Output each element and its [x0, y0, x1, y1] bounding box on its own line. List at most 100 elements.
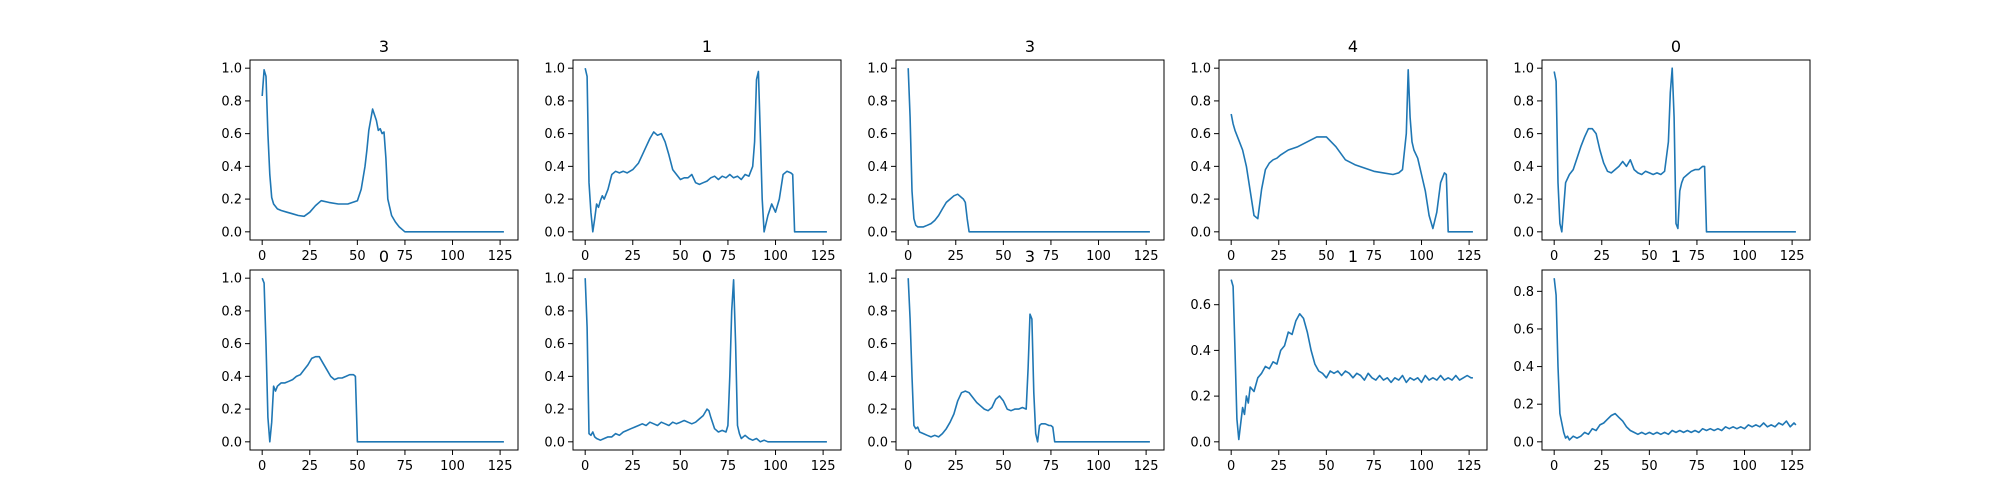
y-tick-label: 0.6	[221, 127, 242, 142]
y-tick-label: 0.0	[544, 435, 565, 450]
x-tick-label: 100	[1086, 459, 1111, 474]
y-tick-label: 0.6	[1513, 322, 1534, 337]
x-tick-label: 75	[720, 459, 737, 474]
y-tick-label: 1.0	[1190, 62, 1211, 77]
y-tick-label: 0.0	[221, 435, 242, 450]
x-tick-label: 50	[349, 459, 366, 474]
subplot-title: 1	[1348, 247, 1358, 266]
x-tick-label: 50	[1318, 249, 1335, 264]
x-tick-label: 100	[1409, 249, 1434, 264]
subplot-6: 0 0.0 0.2 0.4 0.6 0.8 1.0 0 25 50 75 100 125	[544, 247, 842, 474]
x-tick-label: 25	[1593, 459, 1610, 474]
y-tick-label: 0.6	[1513, 127, 1534, 142]
x-tick-label: 100	[440, 459, 465, 474]
subplot-9: 1 0.0 0.2 0.4 0.6 0.8 0 25 50 75 100 125	[1513, 247, 1811, 474]
subplot-title: 4	[1348, 37, 1358, 56]
y-tick-label: 1.0	[221, 62, 242, 77]
y-tick-label: 0.2	[867, 403, 888, 418]
y-tick-label: 0.0	[1190, 435, 1211, 450]
x-tick-label: 75	[1689, 459, 1706, 474]
subplot-title: 3	[379, 37, 389, 56]
subplot-3: 4 0.0 0.2 0.4 0.6 0.8 1.0 0 25 50 75 100 125	[1190, 37, 1488, 264]
x-tick-label: 125	[1457, 459, 1482, 474]
axes-frame	[1541, 59, 1811, 241]
x-tick-label: 25	[301, 249, 318, 264]
subplot-title: 3	[1025, 247, 1035, 266]
y-tick-label: 0.0	[867, 225, 888, 240]
axes-frame	[249, 269, 519, 451]
series-line	[907, 278, 1150, 443]
x-tick-label: 0	[1227, 249, 1235, 264]
x-tick-label: 125	[1457, 249, 1482, 264]
y-tick-label: 0.2	[867, 193, 888, 208]
y-tick-label: 0.0	[1513, 225, 1534, 240]
series-line	[584, 68, 827, 233]
y-tick-label: 0.6	[867, 127, 888, 142]
x-tick-label: 100	[440, 249, 465, 264]
y-tick-label: 0.2	[544, 193, 565, 208]
x-tick-label: 50	[995, 459, 1012, 474]
subplot-2: 3 0.0 0.2 0.4 0.6 0.8 1.0 0 25 50 75 100 125	[867, 37, 1165, 264]
axes-frame	[1218, 269, 1488, 451]
y-tick-label: 0.4	[867, 370, 888, 385]
y-tick-label: 0.2	[221, 193, 242, 208]
x-tick-label: 125	[811, 249, 836, 264]
x-tick-label: 25	[624, 459, 641, 474]
axes-frame	[1541, 269, 1811, 451]
subplot-title: 1	[1671, 247, 1681, 266]
x-tick-label: 0	[1550, 459, 1558, 474]
x-tick-label: 125	[1134, 459, 1159, 474]
y-tick-label: 0.4	[1513, 360, 1534, 375]
x-tick-label: 50	[349, 249, 366, 264]
x-tick-label: 75	[397, 249, 414, 264]
y-tick-label: 0.0	[1513, 435, 1534, 450]
x-tick-label: 25	[1593, 249, 1610, 264]
y-tick-label: 0.4	[1190, 160, 1211, 175]
x-tick-label: 100	[763, 249, 788, 264]
subplot-7: 3 0.0 0.2 0.4 0.6 0.8 1.0 0 25 50 75 100 125	[867, 247, 1165, 474]
x-tick-label: 0	[581, 459, 589, 474]
y-tick-label: 1.0	[867, 272, 888, 287]
y-tick-label: 0.4	[867, 160, 888, 175]
series-line	[1230, 279, 1473, 441]
x-tick-label: 25	[301, 459, 318, 474]
x-tick-label: 0	[1550, 249, 1558, 264]
axes-frame	[572, 59, 842, 241]
y-tick-label: 0.4	[221, 370, 242, 385]
x-tick-label: 75	[1689, 249, 1706, 264]
y-tick-label: 1.0	[544, 272, 565, 287]
axes-frame	[1218, 59, 1488, 241]
axes-frame	[895, 269, 1165, 451]
y-tick-label: 0.6	[867, 337, 888, 352]
y-tick-label: 0.4	[221, 160, 242, 175]
axes-frame	[572, 269, 842, 451]
y-tick-label: 0.6	[1190, 298, 1211, 313]
y-tick-label: 0.4	[1190, 344, 1211, 359]
y-tick-label: 0.4	[1513, 160, 1534, 175]
y-tick-label: 0.2	[1513, 398, 1534, 413]
axes-frame	[249, 59, 519, 241]
y-tick-label: 0.0	[1190, 225, 1211, 240]
y-tick-label: 0.8	[1190, 94, 1211, 109]
series-line	[1553, 67, 1796, 233]
x-tick-label: 125	[488, 459, 513, 474]
x-tick-label: 100	[763, 459, 788, 474]
y-tick-label: 0.8	[1513, 94, 1534, 109]
y-tick-label: 0.0	[221, 225, 242, 240]
subplot-1: 1 0.0 0.2 0.4 0.6 0.8 1.0 0 25 50 75 100 125	[544, 37, 842, 264]
x-tick-label: 125	[488, 249, 513, 264]
x-tick-label: 25	[947, 459, 964, 474]
y-tick-label: 0.8	[867, 94, 888, 109]
x-tick-label: 50	[1641, 459, 1658, 474]
x-tick-label: 75	[720, 249, 737, 264]
subplot-title: 0	[1671, 37, 1681, 56]
y-tick-label: 0.2	[1513, 193, 1534, 208]
x-tick-label: 0	[1227, 459, 1235, 474]
y-tick-label: 0.2	[221, 403, 242, 418]
x-tick-label: 100	[1732, 249, 1757, 264]
x-tick-label: 100	[1732, 459, 1757, 474]
y-tick-label: 0.2	[1190, 390, 1211, 405]
y-tick-label: 0.6	[544, 127, 565, 142]
x-tick-label: 0	[904, 249, 912, 264]
